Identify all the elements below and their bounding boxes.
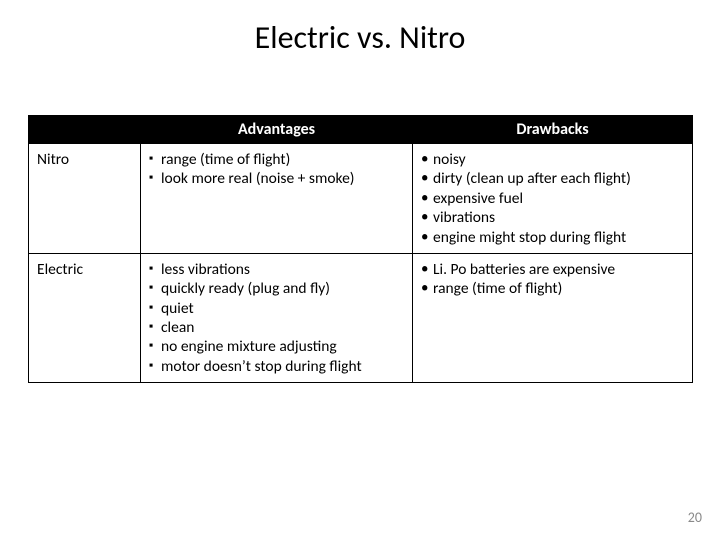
table-row: Electric less vibrations quickly ready (… [29, 253, 693, 382]
list-item: quickly ready (plug and fly) [149, 279, 404, 298]
cell-electric-advantages: less vibrations quickly ready (plug and … [141, 253, 413, 382]
cell-nitro-advantages: range (time of flight) look more real (n… [141, 144, 413, 254]
list-item: look more real (noise + smoke) [149, 169, 404, 188]
row-label-electric: Electric [29, 253, 141, 382]
list-item: less vibrations [149, 260, 404, 279]
list-item: Li. Po batteries are expensive [421, 260, 684, 279]
table-header-row: Advantages Drawbacks [29, 116, 693, 144]
list-item: clean [149, 318, 404, 337]
list-item: quiet [149, 299, 404, 318]
list-item: no engine mixture adjusting [149, 337, 404, 356]
row-label-nitro: Nitro [29, 144, 141, 254]
list-item: range (time of flight) [421, 279, 684, 298]
list-item: motor doesn’t stop during flight [149, 357, 404, 376]
list-nitro-advantages: range (time of flight) look more real (n… [149, 150, 404, 189]
list-item: engine might stop during flight [421, 228, 684, 247]
slide: Electric vs. Nitro Advantages Drawbacks … [0, 0, 720, 540]
list-item: dirty (clean up after each flight) [421, 169, 684, 188]
list-item: vibrations [421, 208, 684, 227]
col-header-drawbacks: Drawbacks [413, 116, 693, 144]
list-item: range (time of flight) [149, 150, 404, 169]
list-item: expensive fuel [421, 189, 684, 208]
cell-electric-drawbacks: Li. Po batteries are expensive range (ti… [413, 253, 693, 382]
col-header-advantages: Advantages [141, 116, 413, 144]
list-item: noisy [421, 150, 684, 169]
list-electric-advantages: less vibrations quickly ready (plug and … [149, 260, 404, 376]
comparison-table: Advantages Drawbacks Nitro range (time o… [28, 115, 693, 383]
col-header-blank [29, 116, 141, 144]
page-title: Electric vs. Nitro [28, 18, 692, 57]
table-row: Nitro range (time of flight) look more r… [29, 144, 693, 254]
list-electric-drawbacks: Li. Po batteries are expensive range (ti… [421, 260, 684, 299]
page-number: 20 [688, 509, 702, 526]
cell-nitro-drawbacks: noisy dirty (clean up after each flight)… [413, 144, 693, 254]
list-nitro-drawbacks: noisy dirty (clean up after each flight)… [421, 150, 684, 247]
